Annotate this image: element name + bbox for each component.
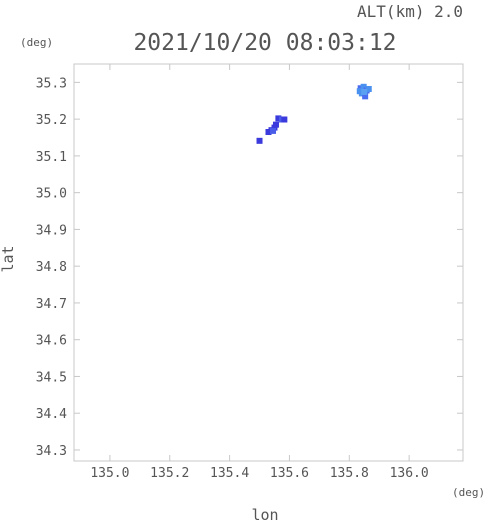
y-tick-label: 34.3 bbox=[36, 444, 67, 459]
radar-echo-point bbox=[362, 93, 369, 100]
x-axis-label: lon bbox=[251, 506, 278, 521]
radar-echo-point bbox=[361, 88, 368, 95]
y-tick-label: 35.1 bbox=[36, 150, 67, 165]
x-tick-label: 135.4 bbox=[210, 466, 249, 481]
y-tick-label: 35.2 bbox=[36, 113, 67, 128]
x-axis-ticks: 135.0 135.2 135.4 135.6 135.8 136.0 bbox=[90, 64, 429, 481]
radar-echo-point bbox=[360, 83, 367, 90]
radar-echo-point bbox=[356, 88, 363, 95]
y-tick-label: 34.9 bbox=[36, 223, 67, 238]
y-tick-label: 34.5 bbox=[36, 370, 67, 385]
x-axis-unit: (deg) bbox=[452, 486, 485, 499]
plot-frame bbox=[73, 63, 464, 462]
y-tick-label: 35.0 bbox=[36, 187, 67, 202]
y-axis-unit: (deg) bbox=[20, 36, 53, 49]
x-tick-label: 135.8 bbox=[330, 466, 369, 481]
radar-echo-point bbox=[256, 137, 263, 144]
radar-echo-point bbox=[365, 85, 372, 92]
x-tick-label: 135.6 bbox=[270, 466, 309, 481]
y-tick-label: 34.8 bbox=[36, 260, 67, 275]
x-tick-label: 135.2 bbox=[150, 466, 189, 481]
radar-echo-point bbox=[275, 115, 282, 122]
radar-echo-point bbox=[281, 116, 288, 123]
radar-echo-point bbox=[269, 127, 276, 134]
x-tick-label: 135.0 bbox=[90, 466, 129, 481]
altitude-label: ALT(km) 2.0 bbox=[357, 2, 463, 21]
radar-echo-point bbox=[272, 121, 279, 128]
y-tick-label: 35.3 bbox=[36, 76, 67, 91]
chart-title: 2021/10/20 08:03:12 bbox=[133, 30, 396, 56]
y-axis-label: lat bbox=[0, 245, 17, 272]
y-axis-ticks: 35.3 35.2 35.1 35.0 34.9 34.8 34.7 34.6 34.5 34.4… bbox=[36, 76, 463, 459]
y-tick-label: 34.7 bbox=[36, 297, 67, 312]
radar-echo-layer bbox=[256, 83, 372, 144]
y-tick-label: 34.6 bbox=[36, 334, 67, 349]
x-tick-label: 136.0 bbox=[390, 466, 429, 481]
y-tick-label: 34.4 bbox=[36, 407, 67, 422]
